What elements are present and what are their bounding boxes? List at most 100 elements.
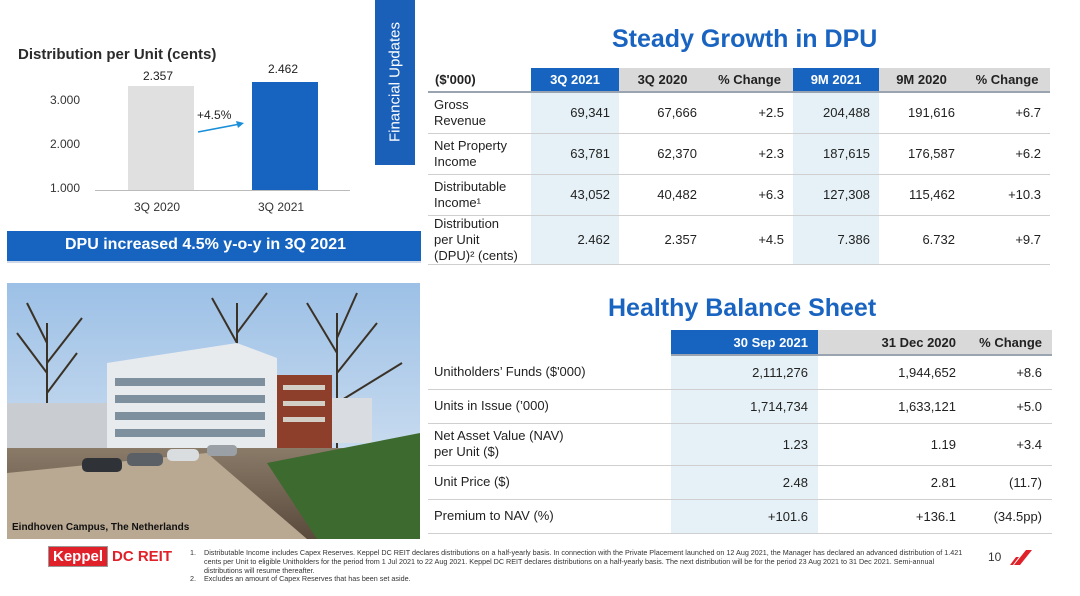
table-cell: 187,615 — [793, 133, 879, 175]
table-cell: 2,111,276 — [671, 355, 818, 390]
table-cell: +4.5 — [706, 215, 793, 265]
row-label-line: Net Property — [434, 137, 507, 153]
row-label-line: Income — [434, 153, 477, 169]
footnotes: 1. Distributable Income includes Capex R… — [190, 548, 970, 584]
row-label: Distributable Income¹ — [428, 174, 531, 216]
row-label-line: Gross — [434, 96, 469, 112]
row-label-line: Revenue — [434, 112, 487, 128]
table-cell: (34.5pp) — [966, 499, 1052, 534]
table-cell: 1.19 — [818, 423, 966, 466]
financial-updates-label: Financial Updates — [386, 21, 404, 143]
table-cell: 127,308 — [793, 174, 879, 216]
row-label-line: (DPU)² (cents) — [434, 247, 518, 263]
row-label: Net Property Income — [428, 133, 531, 175]
table-cell: 62,370 — [619, 133, 706, 175]
bar-3q-2021 — [252, 81, 318, 190]
table-cell: +6.7 — [964, 92, 1050, 134]
footnote-number: 2. — [190, 574, 196, 584]
balance-section-title: Healthy Balance Sheet — [608, 294, 877, 322]
x-axis-line — [95, 190, 350, 191]
table-cell: 69,341 — [531, 92, 619, 134]
bar-value-label: 2.357 — [143, 69, 174, 84]
column-header: 3Q 2020 — [619, 68, 706, 93]
table-cell: 6.732 — [879, 215, 964, 265]
table-cell: +5.0 — [966, 389, 1052, 424]
campus-illustration — [7, 283, 420, 539]
column-header: 30 Sep 2021 — [671, 330, 818, 356]
campus-photo: Eindhoven Campus, The Netherlands — [7, 283, 420, 539]
table-cell: 2.357 — [619, 215, 706, 265]
column-header: % Change — [706, 68, 793, 93]
table-cell: +2.3 — [706, 133, 793, 175]
footnote: 2. Excludes an amount of Capex Reserves … — [190, 575, 970, 584]
table-cell: 40,482 — [619, 174, 706, 216]
column-header: % Change — [966, 330, 1052, 356]
y-tick-label: 2.000 — [50, 137, 81, 151]
column-header: % Change — [964, 68, 1050, 93]
table-cell: 1,714,734 — [671, 389, 818, 424]
table-cell: 43,052 — [531, 174, 619, 216]
photo-caption: Eindhoven Campus, The Netherlands — [12, 522, 190, 533]
y-tick-label: 1.000 — [50, 181, 81, 195]
brand-slash-icon — [1010, 550, 1032, 565]
balance-sheet-table: 30 Sep 2021 31 Dec 2020 % Change Unithol… — [428, 330, 1052, 534]
column-header: 3Q 2021 — [531, 68, 619, 93]
row-label-line: Unit Price ($) — [434, 474, 510, 489]
row-label-line: Units in Issue (’000) — [434, 398, 549, 413]
chart-title: Distribution per Unit (cents) — [18, 46, 217, 63]
row-label: Unit Price ($) — [428, 465, 671, 500]
keppel-dc-reit-logo: Keppel DC REIT — [48, 546, 172, 567]
column-header: 9M 2021 — [793, 68, 879, 93]
page-number: 10 — [988, 550, 1002, 564]
x-category-label: 3Q 2020 — [134, 200, 181, 214]
table-cell: +9.7 — [964, 215, 1050, 265]
row-label-line: per Unit ($) — [434, 444, 500, 459]
footnote: 1. Distributable Income includes Capex R… — [190, 548, 970, 575]
dpu-bar-chart: 3.000 2.000 1.000 +4.5% 2.357 3Q 2020 2.46… — [0, 62, 380, 225]
table-cell: +2.5 — [706, 92, 793, 134]
dpu-increase-banner: DPU increased 4.5% y-o-y in 3Q 2021 — [7, 231, 421, 261]
bar-3q-2020 — [128, 86, 194, 190]
dpu-section-title: Steady Growth in DPU — [612, 25, 878, 53]
dpu-table: ($'000) 3Q 2021 3Q 2020 % Change 9M 2021… — [428, 68, 1050, 265]
growth-annotation: +4.5% — [197, 108, 232, 122]
row-label-line: Income¹ — [434, 194, 481, 210]
blank-header — [428, 330, 671, 355]
row-label: Distribution per Unit (DPU)² (cents) — [428, 215, 531, 265]
table-cell: +6.2 — [964, 133, 1050, 175]
row-label-line: per Unit — [434, 231, 480, 247]
table-cell: 2.48 — [671, 465, 818, 500]
x-category-label: 3Q 2021 — [258, 200, 305, 214]
table-cell: +10.3 — [964, 174, 1050, 216]
table-cell: +6.3 — [706, 174, 793, 216]
y-tick-label: 3.000 — [50, 93, 81, 107]
table-cell: +3.4 — [966, 423, 1052, 466]
table-cell: 67,666 — [619, 92, 706, 134]
table-cell: 1.23 — [671, 423, 818, 466]
table-cell: 63,781 — [531, 133, 619, 175]
footnote-text: Distributable Income includes Capex Rese… — [204, 548, 963, 575]
logo-keppel: Keppel — [48, 546, 109, 567]
table-cell: 1,944,652 — [818, 355, 966, 390]
table-cell: 204,488 — [793, 92, 879, 134]
table-cell: 191,616 — [879, 92, 964, 134]
table-row: Net Property Income 63,781 62,370 +2.3 187,61… — [428, 133, 1050, 175]
table-cell: 1,633,121 — [818, 389, 966, 424]
row-label-line: Distribution — [434, 215, 500, 231]
footnote-number: 1. — [190, 548, 196, 557]
row-label: Net Asset Value (NAV) per Unit ($) — [428, 423, 671, 466]
units-header: ($'000) — [428, 68, 531, 93]
row-label: Unitholders’ Funds ($'000) — [428, 355, 671, 390]
table-row: Distributable Income¹ 43,052 40,482 +6.3 127,… — [428, 174, 1050, 216]
growth-arrow-icon — [197, 121, 244, 133]
banner-divider — [7, 261, 421, 263]
table-cell: 176,587 — [879, 133, 964, 175]
table-cell: +136.1 — [818, 499, 966, 534]
table-row: Net Asset Value (NAV) per Unit ($) 1.23 1.1… — [428, 423, 1052, 466]
table-cell: 115,462 — [879, 174, 964, 216]
row-label-line: Distributable — [434, 178, 507, 194]
table-row: Unitholders’ Funds ($'000) 2,111,276 1,944… — [428, 355, 1052, 390]
logo-dc-reit: DC REIT — [112, 548, 173, 565]
table-row: Units in Issue (’000) 1,714,734 1,633,121 +… — [428, 389, 1052, 424]
